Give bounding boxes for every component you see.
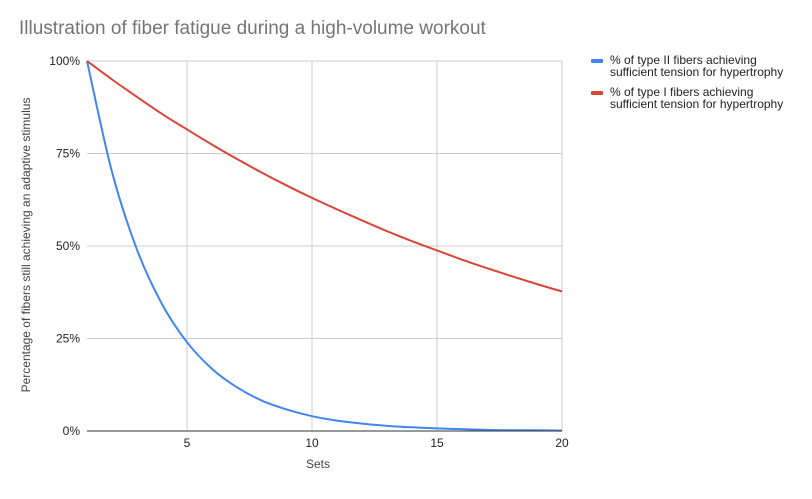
series-line-2 (86, 60, 563, 293)
y-tick-label: 0% (63, 424, 81, 438)
legend: % of type II fibers achieving sufficient … (591, 53, 783, 111)
y-axis-label: Percentage of fibers still achieving an … (19, 98, 33, 393)
series-lines (86, 60, 563, 432)
x-axis-label: Sets (306, 457, 330, 471)
y-axis-ticks: 0% 25% 50% 75% 100% (49, 54, 80, 438)
y-tick-label: 50% (56, 239, 80, 253)
y-tick-label: 100% (49, 54, 80, 68)
legend-label-2: % of type I fibers achieving sufficient t… (610, 85, 783, 111)
legend-swatch-2 (591, 91, 603, 95)
chart-title: Illustration of fiber fatigue during a h… (19, 18, 487, 39)
gridlines (87, 60, 563, 431)
x-tick-label: 20 (555, 436, 569, 450)
y-tick-label: 25% (56, 332, 80, 346)
x-tick-label: 10 (305, 436, 319, 450)
x-axis-ticks: 5 10 15 20 (184, 436, 569, 450)
legend-swatch-1 (591, 59, 603, 63)
y-tick-label: 75% (56, 147, 80, 161)
x-tick-label: 15 (430, 436, 444, 450)
x-tick-label: 5 (184, 436, 191, 450)
series-line-1 (86, 60, 563, 432)
legend-label-1: % of type II fibers achieving sufficient … (610, 53, 783, 79)
